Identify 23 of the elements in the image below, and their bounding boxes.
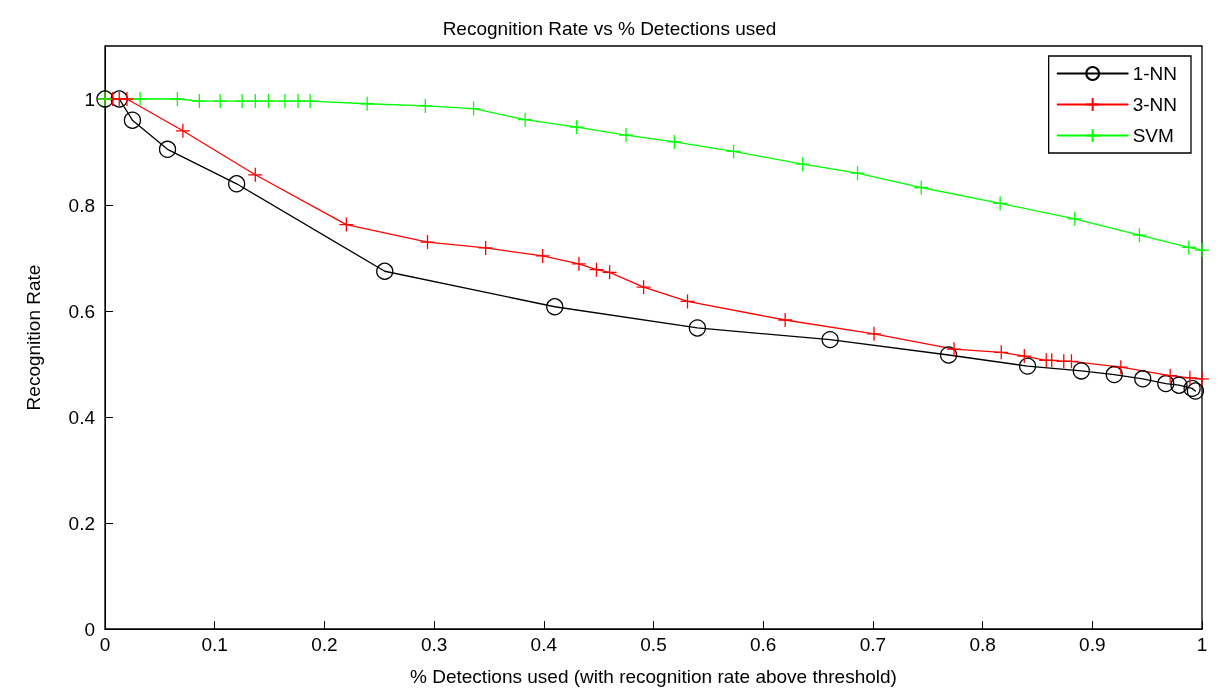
y-tick-label: 1 bbox=[84, 88, 95, 110]
x-tick-label: 1 bbox=[1196, 634, 1208, 655]
y-tick-label: 0.2 bbox=[68, 512, 95, 534]
y-tick-label: 0.8 bbox=[68, 194, 95, 216]
y-tick-label: 0.4 bbox=[68, 406, 96, 428]
x-tick-label: 0.5 bbox=[640, 634, 667, 655]
x-tick-label: 0.6 bbox=[749, 634, 777, 655]
legend-label: 3-NN bbox=[1132, 94, 1178, 115]
legend-label: 1-NN bbox=[1132, 63, 1178, 84]
x-tick-label: 0.7 bbox=[859, 634, 887, 655]
chart-title: Recognition Rate vs % Detections used bbox=[442, 18, 777, 39]
y-tick-label: 0.6 bbox=[68, 300, 95, 322]
x-tick-label: 0.8 bbox=[969, 634, 996, 655]
y-tick-label: 0 bbox=[84, 618, 95, 640]
y-axis-title: Recognition Rate bbox=[23, 264, 44, 411]
x-tick-label: 0.2 bbox=[311, 634, 338, 655]
legend-label: SVM bbox=[1132, 125, 1174, 146]
x-axis-title: % Detections used (with recognition rate above threshold) bbox=[410, 666, 897, 687]
x-tick-label: 0.1 bbox=[201, 634, 228, 655]
x-tick-label: 0.3 bbox=[420, 634, 448, 655]
x-tick-label: 0 bbox=[99, 634, 111, 655]
x-tick-label: 0.9 bbox=[1079, 634, 1106, 655]
x-tick-label: 0.4 bbox=[530, 634, 558, 655]
